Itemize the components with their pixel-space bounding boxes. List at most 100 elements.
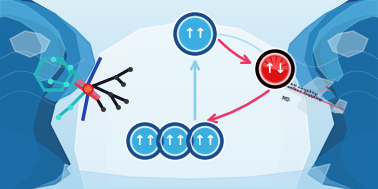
Bar xyxy=(0,179,378,180)
Bar xyxy=(0,88,378,89)
Bar xyxy=(0,127,378,128)
Bar xyxy=(0,74,378,75)
Bar xyxy=(0,65,378,66)
Bar xyxy=(0,33,378,34)
Bar xyxy=(0,152,378,153)
Bar xyxy=(0,46,378,47)
Bar xyxy=(0,148,378,149)
Bar xyxy=(0,96,378,97)
Circle shape xyxy=(164,129,186,153)
Bar xyxy=(0,156,378,157)
Bar xyxy=(0,9,378,10)
Bar xyxy=(0,11,378,12)
Polygon shape xyxy=(305,0,378,189)
Bar xyxy=(0,139,378,140)
Bar xyxy=(0,55,378,56)
Polygon shape xyxy=(328,31,368,57)
Bar xyxy=(0,146,378,147)
Bar xyxy=(0,147,378,148)
Bar xyxy=(0,58,378,59)
Circle shape xyxy=(254,48,296,90)
Bar xyxy=(0,71,378,72)
Wedge shape xyxy=(272,57,275,69)
Bar xyxy=(0,174,378,175)
Polygon shape xyxy=(0,0,80,189)
Polygon shape xyxy=(0,0,60,189)
Bar xyxy=(0,38,378,39)
Bar xyxy=(0,103,378,104)
Circle shape xyxy=(130,126,160,156)
Circle shape xyxy=(133,129,156,153)
Bar xyxy=(0,160,378,161)
Bar xyxy=(0,158,378,159)
Circle shape xyxy=(179,18,211,50)
Bar xyxy=(0,52,378,53)
Circle shape xyxy=(192,128,218,154)
Bar xyxy=(0,171,378,172)
Bar xyxy=(0,143,378,144)
Bar xyxy=(0,27,378,28)
Bar xyxy=(0,47,378,48)
Bar xyxy=(0,61,378,62)
Bar xyxy=(0,116,378,117)
Bar xyxy=(0,36,378,37)
Bar xyxy=(0,100,378,101)
Bar xyxy=(0,75,378,76)
Bar xyxy=(0,85,378,86)
Polygon shape xyxy=(0,129,70,189)
Bar xyxy=(0,153,378,154)
Circle shape xyxy=(162,128,188,154)
Bar xyxy=(0,118,378,119)
Bar xyxy=(0,76,378,77)
Bar xyxy=(0,56,378,57)
Bar xyxy=(0,48,378,49)
Bar xyxy=(0,98,378,99)
Text: ↑↑: ↑↑ xyxy=(133,134,156,148)
Bar xyxy=(0,185,378,186)
Bar xyxy=(0,37,378,38)
Bar xyxy=(0,25,378,26)
Bar xyxy=(0,114,378,115)
Bar xyxy=(0,23,378,24)
Polygon shape xyxy=(105,27,285,189)
Bar xyxy=(0,54,378,55)
Circle shape xyxy=(177,16,213,52)
Bar xyxy=(0,151,378,152)
Bar xyxy=(0,18,378,19)
Bar xyxy=(0,154,378,155)
Bar xyxy=(0,169,378,170)
Bar xyxy=(0,8,378,9)
Polygon shape xyxy=(333,99,347,113)
Polygon shape xyxy=(10,31,50,57)
Polygon shape xyxy=(0,0,95,101)
Bar xyxy=(0,117,378,118)
Text: MD: MD xyxy=(280,95,290,103)
Circle shape xyxy=(160,126,190,156)
Bar xyxy=(0,94,378,95)
Bar xyxy=(0,115,378,116)
Bar xyxy=(0,99,378,100)
Bar xyxy=(0,133,378,134)
Bar xyxy=(0,3,378,4)
Bar xyxy=(0,144,378,145)
Bar xyxy=(0,175,378,176)
Circle shape xyxy=(85,86,91,92)
Circle shape xyxy=(188,124,222,158)
Bar xyxy=(0,181,378,182)
Bar xyxy=(0,134,378,135)
Bar xyxy=(0,19,378,20)
Bar xyxy=(0,184,378,185)
Bar xyxy=(0,91,378,92)
Bar xyxy=(0,110,378,111)
Bar xyxy=(0,102,378,103)
Bar xyxy=(0,168,378,169)
Circle shape xyxy=(181,19,209,49)
Wedge shape xyxy=(266,59,275,69)
Bar xyxy=(0,30,378,31)
Bar xyxy=(0,159,378,160)
Bar xyxy=(0,183,378,184)
Bar xyxy=(0,72,378,73)
Bar xyxy=(0,136,378,137)
Circle shape xyxy=(185,121,225,161)
Bar xyxy=(0,176,378,177)
